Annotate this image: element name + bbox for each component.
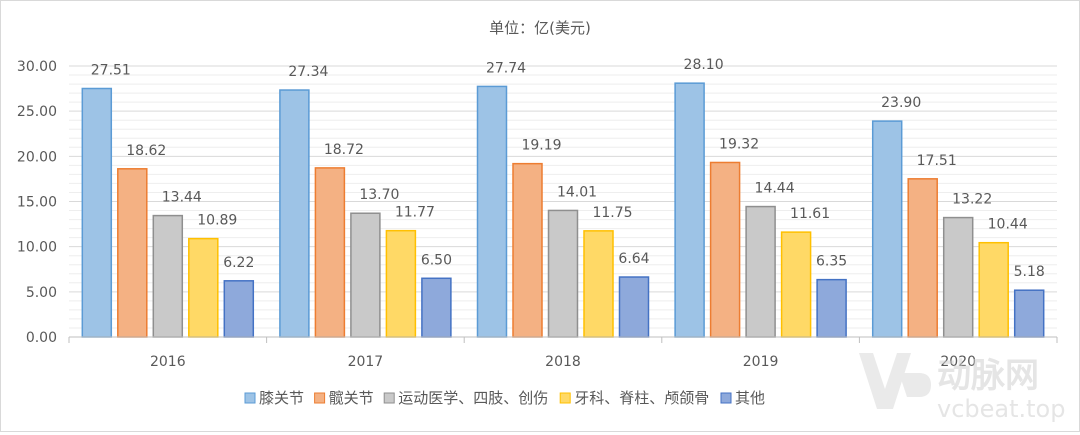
data-label: 13.22 [952, 192, 992, 208]
data-label: 23.90 [881, 95, 921, 111]
bar [279, 89, 310, 338]
chart-title: 单位：亿(美元) [489, 19, 591, 37]
bar [223, 280, 255, 338]
data-label: 18.72 [324, 142, 364, 158]
legend-label: 髋关节 [329, 389, 374, 407]
bar [350, 212, 381, 338]
watermark-text: 动脉网 [937, 356, 1039, 396]
bar [314, 167, 346, 338]
bar [421, 277, 452, 338]
bar [907, 178, 938, 338]
data-label: 11.75 [592, 205, 632, 221]
data-label: 6.50 [421, 252, 452, 268]
bars [81, 82, 1045, 338]
data-label: 10.89 [197, 213, 237, 229]
data-label: 6.64 [618, 251, 649, 267]
x-tick-label: 2016 [150, 354, 186, 370]
watermark: 动脉网 vcbeat.top [859, 353, 1065, 423]
y-tick-label: 15.00 [17, 195, 57, 211]
bar [871, 120, 903, 338]
data-label: 27.34 [288, 64, 328, 80]
bar [978, 241, 1009, 338]
bar [476, 85, 508, 338]
x-tick-label: 2019 [743, 354, 779, 370]
data-label: 11.77 [395, 205, 435, 221]
y-tick-label: 30.00 [17, 59, 57, 75]
data-label: 19.32 [719, 136, 759, 152]
legend-swatch [559, 392, 571, 404]
legend: 膝关节 髋关节 运动医学、四肢、创伤 牙科、脊柱、颅颌骨 其他 [244, 389, 765, 407]
bar [583, 230, 614, 338]
x-tick-label: 2018 [545, 354, 581, 370]
y-tick-label: 10.00 [17, 240, 57, 256]
bar [547, 209, 579, 338]
legend-swatch [244, 392, 256, 404]
bar [81, 87, 113, 338]
data-label: 13.70 [359, 187, 399, 203]
bar [780, 231, 812, 338]
y-tick-label: 5.00 [26, 285, 57, 301]
bar [709, 161, 741, 338]
data-label: 11.61 [790, 206, 830, 222]
bar [188, 237, 219, 338]
data-label: 14.44 [755, 181, 795, 197]
data-labels: 27.51 18.62 13.44 10.89 6.22 27.34 18.72 13.70 1… [91, 57, 1045, 280]
bar [117, 168, 148, 338]
data-label: 27.51 [91, 62, 131, 78]
y-tick-label: 0.00 [26, 330, 57, 346]
data-label: 6.22 [223, 255, 254, 271]
bar [745, 205, 776, 338]
x-axis-tick-labels: 2016 2017 2018 2019 2020 [150, 354, 976, 370]
bar [618, 276, 650, 338]
bar [816, 278, 847, 338]
bar [152, 214, 184, 338]
watermark-url: vcbeat.top [937, 395, 1065, 423]
bar [1013, 289, 1045, 338]
data-label: 17.51 [917, 153, 957, 169]
data-label: 5.18 [1014, 264, 1045, 280]
x-tick-label: 2017 [348, 354, 384, 370]
legend-swatch [383, 392, 395, 404]
data-label: 13.44 [162, 190, 202, 206]
legend-label: 膝关节 [259, 389, 304, 407]
legend-swatch [720, 392, 732, 404]
y-tick-label: 20.00 [17, 149, 57, 165]
y-axis-tick-labels: 0.00 5.00 10.00 15.00 20.00 25.00 30.00 [17, 59, 57, 346]
legend-label: 运动医学、四肢、创伤 [398, 389, 548, 407]
data-label: 27.74 [486, 60, 526, 76]
legend-swatch [314, 392, 326, 404]
bar [674, 82, 705, 338]
data-label: 10.44 [988, 217, 1028, 233]
data-label: 6.35 [816, 254, 847, 270]
bar [942, 216, 974, 338]
x-axis [68, 336, 1058, 343]
data-label: 19.19 [521, 138, 561, 154]
legend-label: 其他 [735, 389, 765, 407]
data-label: 18.62 [126, 143, 166, 159]
data-label: 14.01 [557, 184, 597, 200]
watermark-logo-icon [859, 353, 931, 409]
bar [385, 229, 417, 338]
x-tick-label: 2020 [940, 354, 976, 370]
bar [512, 162, 543, 338]
data-label: 28.10 [684, 57, 724, 73]
legend-label: 牙科、脊柱、颅颌骨 [574, 389, 709, 407]
y-tick-label: 25.00 [17, 104, 57, 120]
